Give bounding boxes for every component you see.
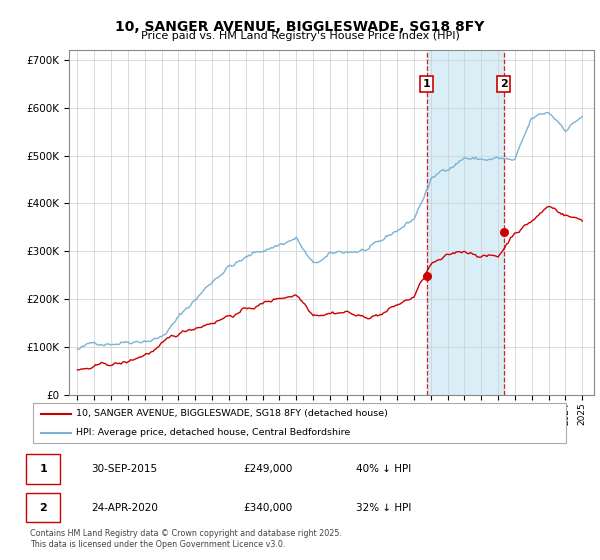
FancyBboxPatch shape	[26, 493, 60, 522]
Text: Price paid vs. HM Land Registry's House Price Index (HPI): Price paid vs. HM Land Registry's House …	[140, 31, 460, 41]
Point	[499, 228, 508, 237]
Text: 1: 1	[422, 79, 430, 89]
Text: 32% ↓ HPI: 32% ↓ HPI	[356, 502, 412, 512]
Text: £249,000: £249,000	[244, 464, 293, 474]
Text: 10, SANGER AVENUE, BIGGLESWADE, SG18 8FY (detached house): 10, SANGER AVENUE, BIGGLESWADE, SG18 8FY…	[76, 409, 388, 418]
Text: HPI: Average price, detached house, Central Bedfordshire: HPI: Average price, detached house, Cent…	[76, 428, 350, 437]
Point	[422, 271, 431, 280]
Text: Contains HM Land Registry data © Crown copyright and database right 2025.
This d: Contains HM Land Registry data © Crown c…	[30, 529, 342, 549]
Text: £340,000: £340,000	[244, 502, 293, 512]
Text: 1: 1	[40, 464, 47, 474]
FancyBboxPatch shape	[33, 403, 566, 444]
Text: 2: 2	[500, 79, 508, 89]
Bar	[427, 50, 503, 395]
Text: 2: 2	[40, 502, 47, 512]
Text: 24-APR-2020: 24-APR-2020	[91, 502, 158, 512]
Text: 40% ↓ HPI: 40% ↓ HPI	[356, 464, 412, 474]
Text: 10, SANGER AVENUE, BIGGLESWADE, SG18 8FY: 10, SANGER AVENUE, BIGGLESWADE, SG18 8FY	[115, 20, 485, 34]
FancyBboxPatch shape	[26, 455, 60, 484]
Text: 30-SEP-2015: 30-SEP-2015	[91, 464, 157, 474]
